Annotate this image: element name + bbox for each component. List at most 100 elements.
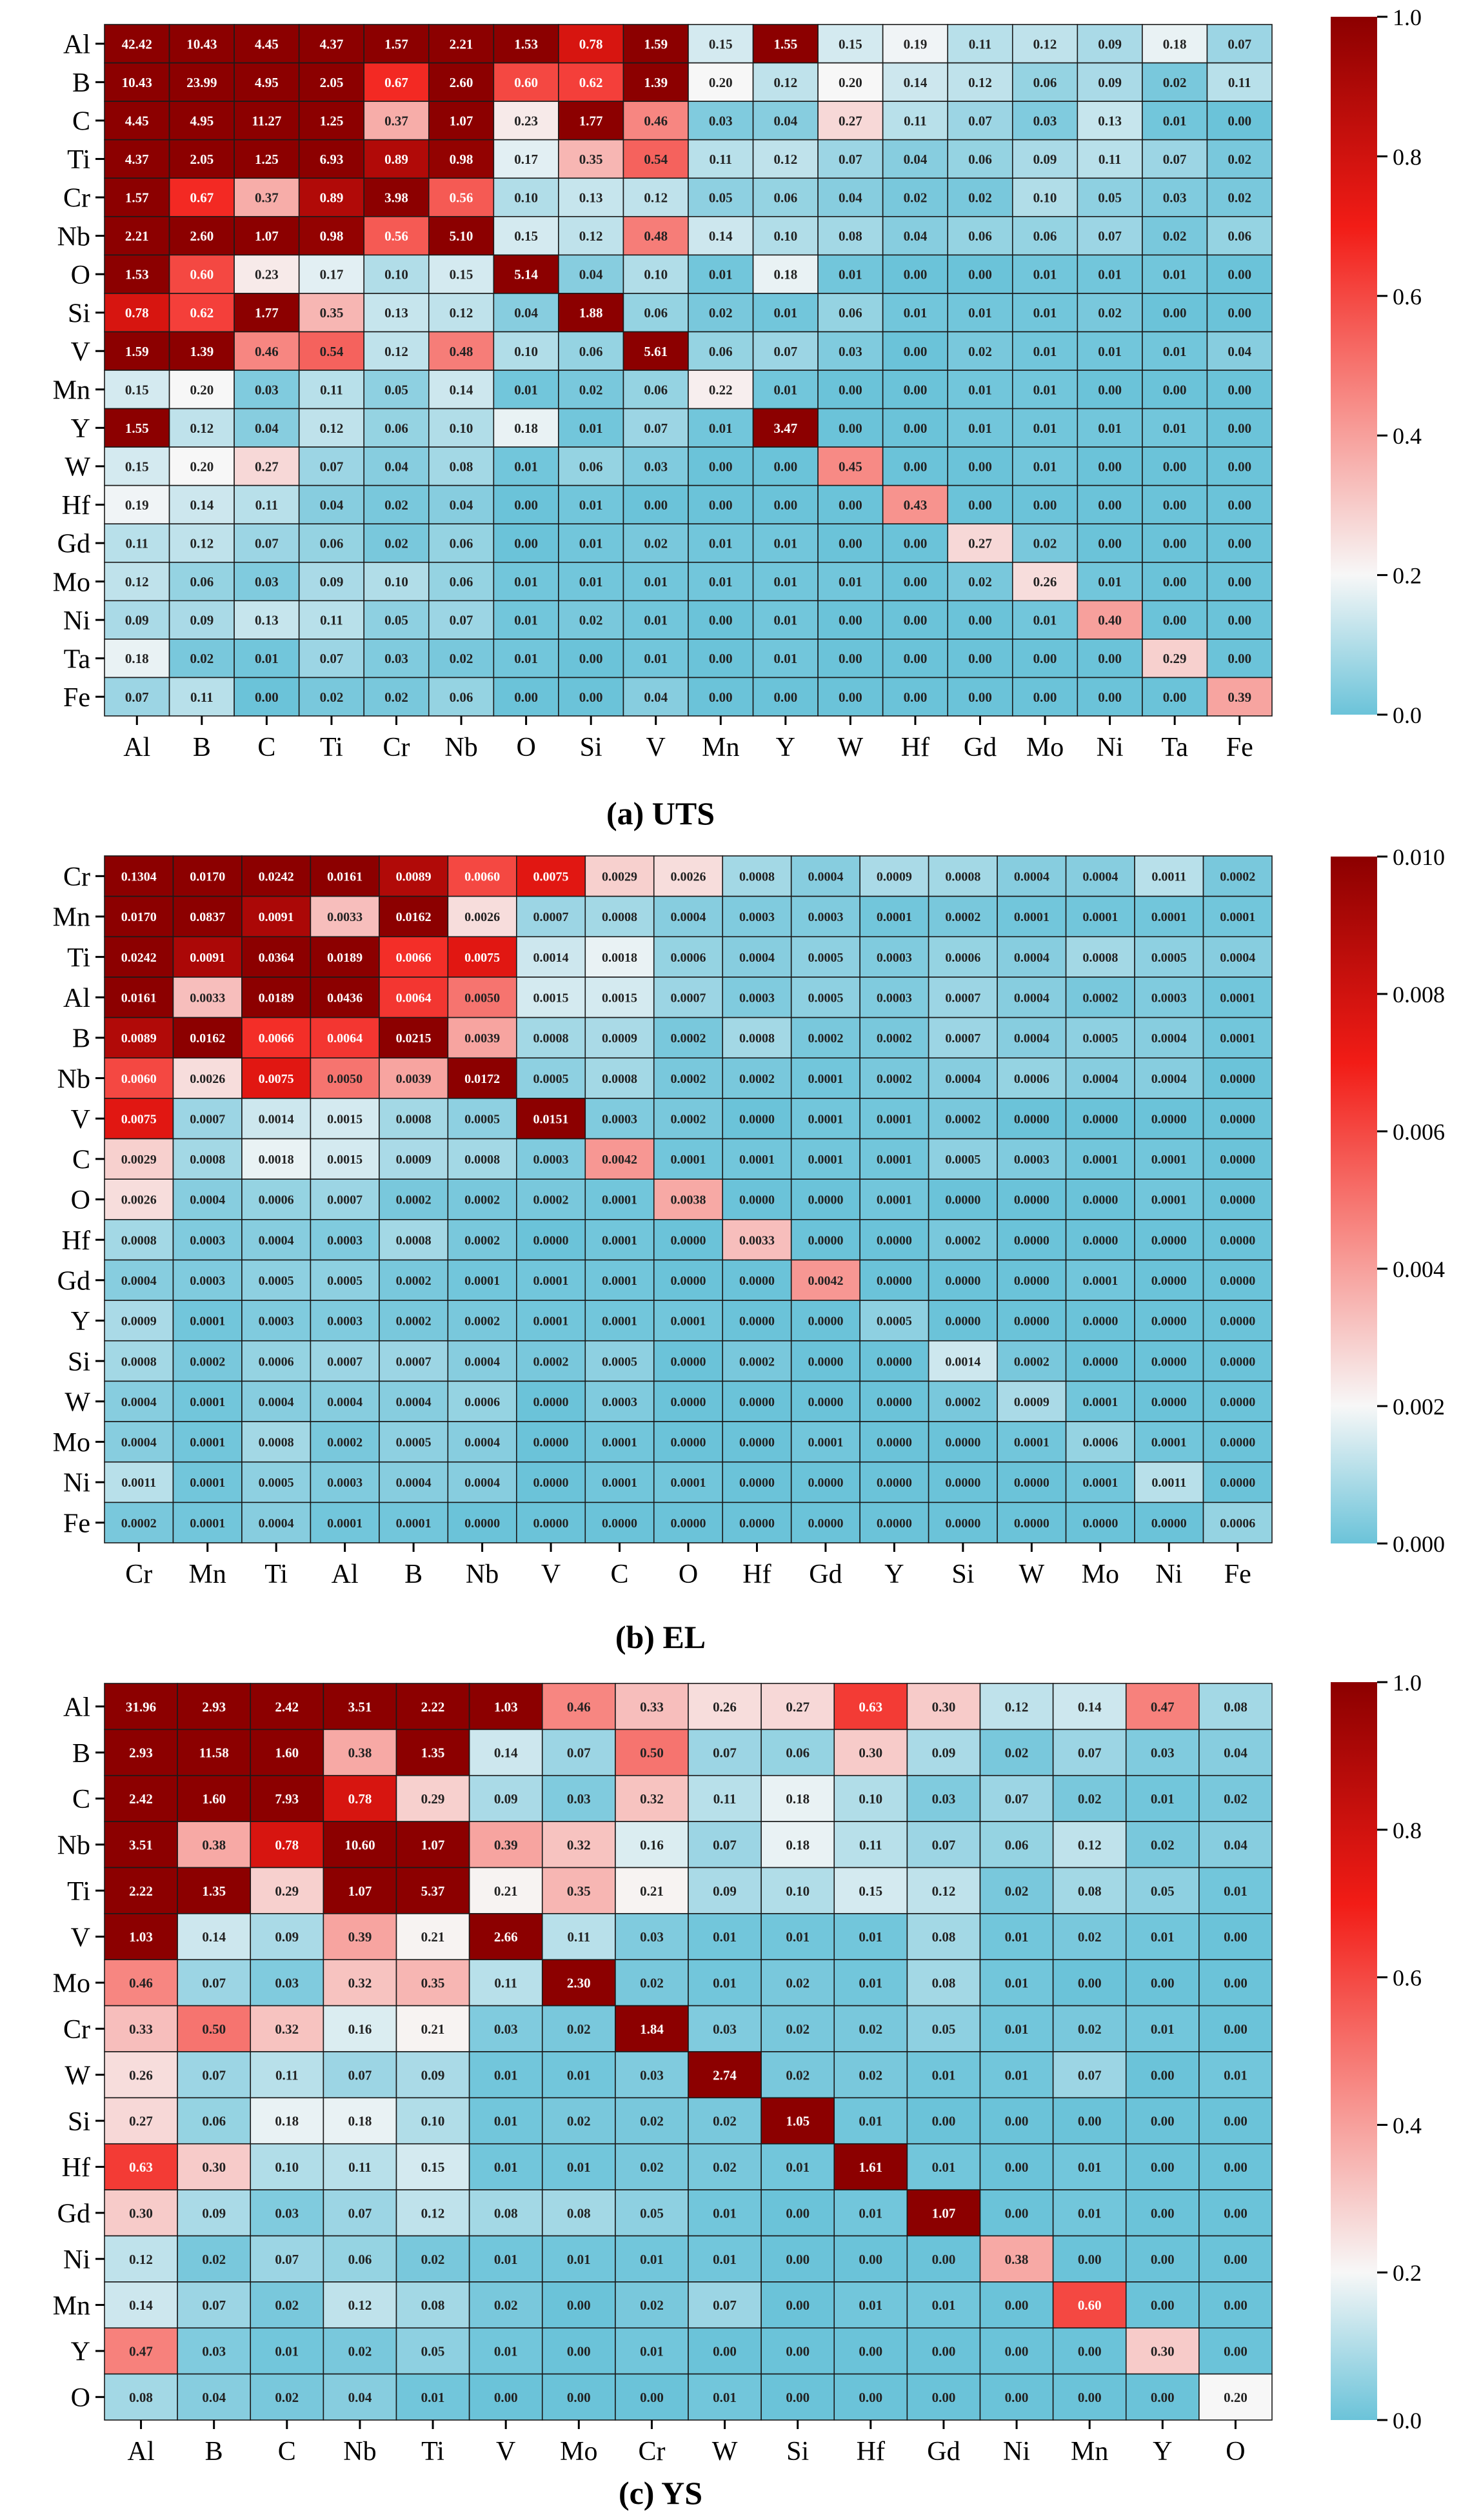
cell-value-label: 0.04 <box>904 228 928 244</box>
cell-value-label: 0.02 <box>579 613 603 628</box>
heatmap-cell <box>104 331 170 371</box>
heatmap-cell <box>395 2281 470 2329</box>
heatmap-cell <box>1134 1017 1204 1059</box>
heatmap-cell <box>615 2281 689 2329</box>
cell-value-label: 0.01 <box>773 574 797 590</box>
heatmap-cell <box>979 2143 1054 2190</box>
heatmap-cell <box>833 1729 908 1776</box>
heatmap-cell <box>168 293 235 333</box>
cell-value-label: 0.09 <box>125 613 149 628</box>
heatmap-cell <box>752 600 819 640</box>
y-tick-label-v: V <box>71 1923 90 1952</box>
cell-value-label: 0.01 <box>968 305 992 321</box>
heatmap-cell <box>298 446 365 486</box>
cell-value-label: 0.00 <box>773 690 797 705</box>
cell-value-label: 0.00 <box>1098 497 1122 513</box>
cell-value-label: 0.78 <box>275 1837 299 1852</box>
heatmap-cell <box>447 1300 517 1342</box>
y-tick-label-mn: Mn <box>53 903 90 933</box>
cell-value-label: 0.18 <box>275 2114 299 2129</box>
cell-value-label: 0.0001 <box>671 1476 706 1490</box>
cell-value-label: 0.0001 <box>1014 1436 1049 1450</box>
cell-value-label: 0.0000 <box>1220 1274 1255 1288</box>
heatmap-cell <box>1052 2051 1127 2099</box>
cell-value-label: 0.38 <box>348 1745 372 1761</box>
cell-value-label: 0.01 <box>713 1929 737 1945</box>
cell-value-label: 0.11 <box>320 382 343 397</box>
colorbar: 0.00.20.40.60.81.0 <box>1331 5 1422 728</box>
heatmap-cell <box>1142 523 1208 563</box>
heatmap-cell <box>541 2373 616 2421</box>
heatmap-cell <box>558 561 624 602</box>
heatmap-cell <box>1202 936 1273 978</box>
heatmap-cell <box>653 1057 724 1099</box>
cell-value-label: 0.0007 <box>396 1354 432 1369</box>
cell-value-label: 0.0000 <box>1220 1193 1255 1207</box>
cell-value-label: 0.05 <box>640 2205 664 2221</box>
heatmap-cell <box>558 600 624 640</box>
cell-value-label: 2.93 <box>129 1745 153 1761</box>
cell-value-label: 0.0189 <box>327 951 363 965</box>
y-tick-label-v: V <box>71 337 90 367</box>
heatmap-cell <box>947 215 1013 256</box>
cell-value-label: 0.00 <box>1005 2114 1029 2129</box>
cell-value-label: 0.03 <box>640 2067 664 2083</box>
cell-value-label: 0.0001 <box>1082 1395 1118 1409</box>
cell-value-label: 0.0000 <box>1014 1112 1049 1126</box>
cell-value-label: 0.02 <box>275 2297 299 2313</box>
cell-value-label: 0.0002 <box>671 1031 706 1046</box>
heatmap-cell <box>447 1178 517 1220</box>
heatmap-cell <box>1134 936 1204 978</box>
heatmap-cell <box>615 1959 689 2007</box>
heatmap-cell <box>1125 2281 1200 2329</box>
heatmap-cell <box>1202 1461 1273 1503</box>
cell-value-label: 0.0005 <box>808 991 843 1005</box>
cell-value-label: 0.0005 <box>808 951 843 965</box>
colorbar: 0.00.20.40.60.81.0 <box>1331 1670 1422 2434</box>
cell-value-label: 0.07 <box>1227 36 1251 52</box>
heatmap-cell <box>1011 408 1078 448</box>
cell-value-label: 0.00 <box>1151 2067 1175 2083</box>
heatmap-cell <box>859 855 929 897</box>
cell-value-label: 0.07 <box>125 690 149 705</box>
cell-value-label: 0.14 <box>129 2297 153 2313</box>
cell-value-label: 0.0001 <box>808 1436 843 1450</box>
heatmap-cell <box>817 523 884 563</box>
cell-value-label: 0.0215 <box>396 1031 432 1046</box>
cell-value-label: 0.0001 <box>1151 1436 1187 1450</box>
cell-value-label: 0.00 <box>1227 651 1251 666</box>
cell-value-label: 0.0172 <box>464 1072 500 1086</box>
cell-value-label: 0.13 <box>255 613 279 628</box>
y-tick-label-gd: Gd <box>57 530 90 559</box>
cell-value-label: 1.53 <box>125 267 149 283</box>
heatmap-cell <box>168 254 235 294</box>
cell-value-label: 0.01 <box>1224 1883 1247 1899</box>
heatmap-cell <box>104 101 170 141</box>
cell-value-label: 0.06 <box>320 536 344 551</box>
heatmap-cell <box>928 1057 998 1099</box>
cell-value-label: 1.35 <box>202 1883 226 1899</box>
cell-value-label: 0.00 <box>514 536 538 551</box>
heatmap-cell <box>104 2097 178 2145</box>
heatmap-cell <box>584 1380 655 1422</box>
x-tick-label-si: Si <box>580 733 602 762</box>
heatmap-cell <box>1077 24 1143 64</box>
cell-value-label: 0.01 <box>579 421 603 436</box>
cell-value-label: 0.04 <box>644 690 668 705</box>
cell-value-label: 0.04 <box>450 497 473 513</box>
cell-value-label: 0.02 <box>1098 305 1122 321</box>
heatmap-cell <box>234 101 300 141</box>
heatmap-cell <box>250 2373 324 2421</box>
heatmap-cell <box>979 1913 1054 1961</box>
cell-value-label: 0.0000 <box>1082 1112 1118 1126</box>
cell-value-label: 0.0004 <box>464 1436 500 1450</box>
cell-value-label: 0.01 <box>1078 2205 1102 2221</box>
cell-value-label: 0.01 <box>514 382 538 397</box>
heatmap-cell <box>760 1821 835 1869</box>
heatmap-cell <box>859 895 929 938</box>
cell-value-label: 0.01 <box>932 2067 956 2083</box>
heatmap-cell <box>1065 1259 1135 1301</box>
cell-value-label: 0.35 <box>320 305 344 321</box>
cell-value-label: 0.01 <box>1098 267 1122 283</box>
heatmap-cell <box>298 370 365 410</box>
